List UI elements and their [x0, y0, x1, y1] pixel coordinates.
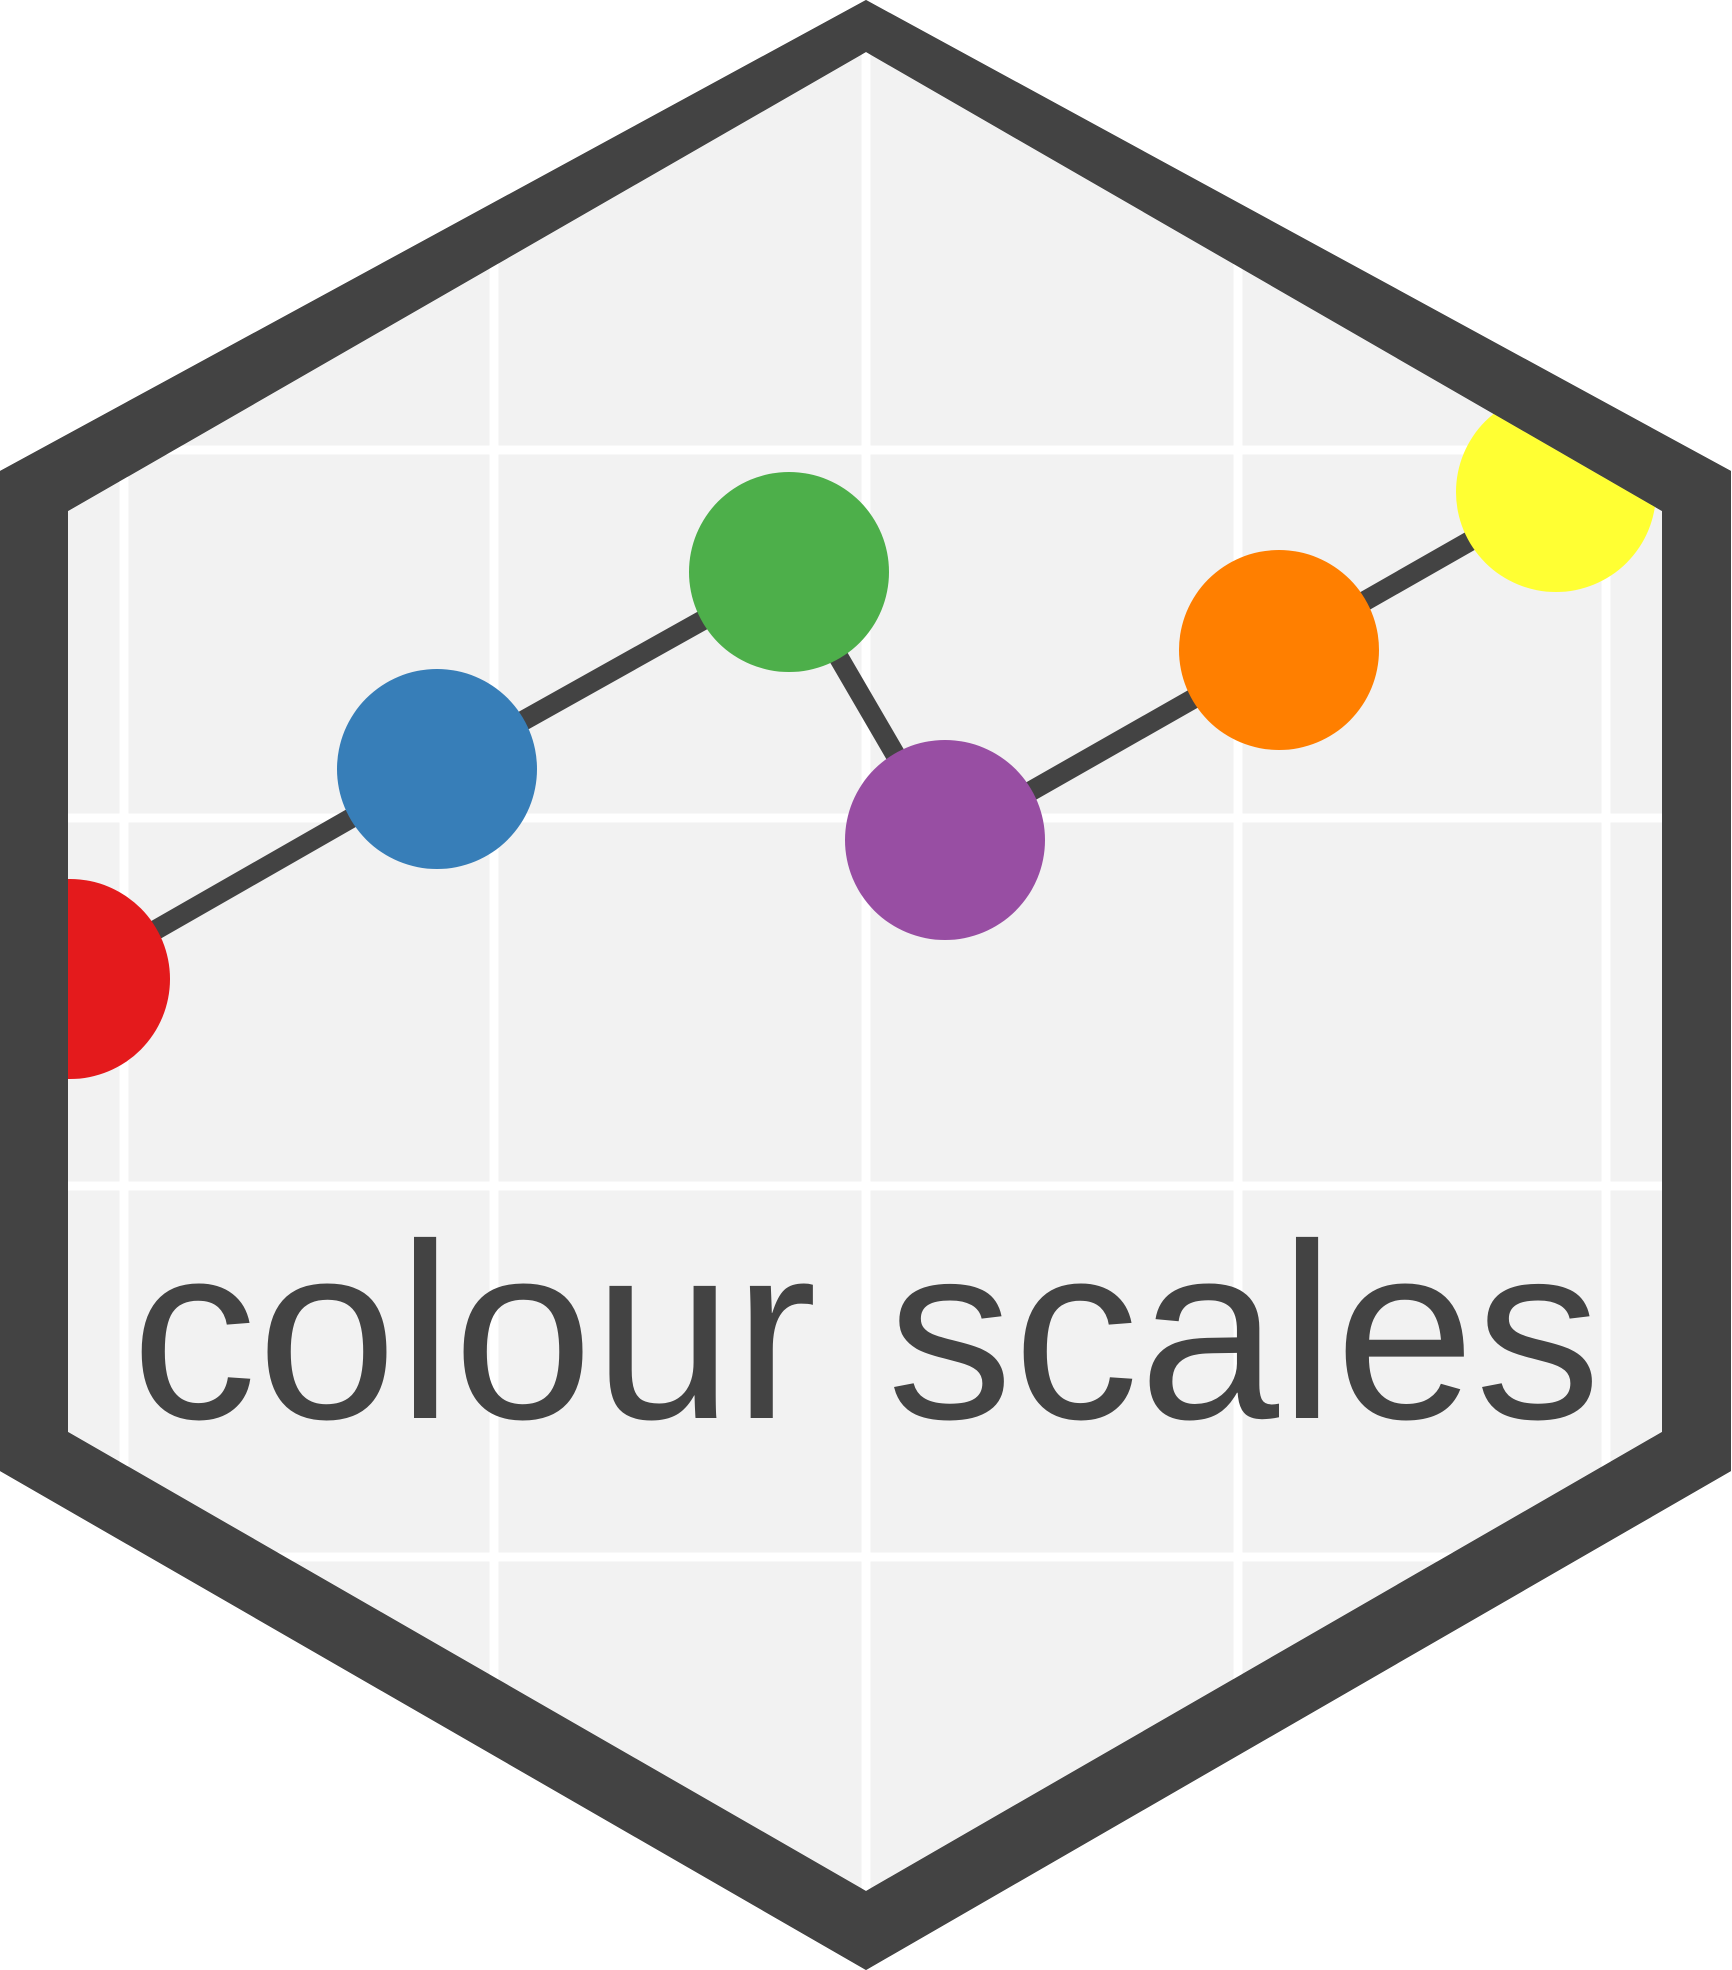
point-purple: [845, 740, 1045, 940]
point-red: [68, 879, 170, 1079]
point-blue: [337, 669, 537, 869]
logo-text: colour scales: [131, 1192, 1601, 1471]
point-green: [689, 472, 889, 672]
point-orange: [1179, 550, 1379, 750]
